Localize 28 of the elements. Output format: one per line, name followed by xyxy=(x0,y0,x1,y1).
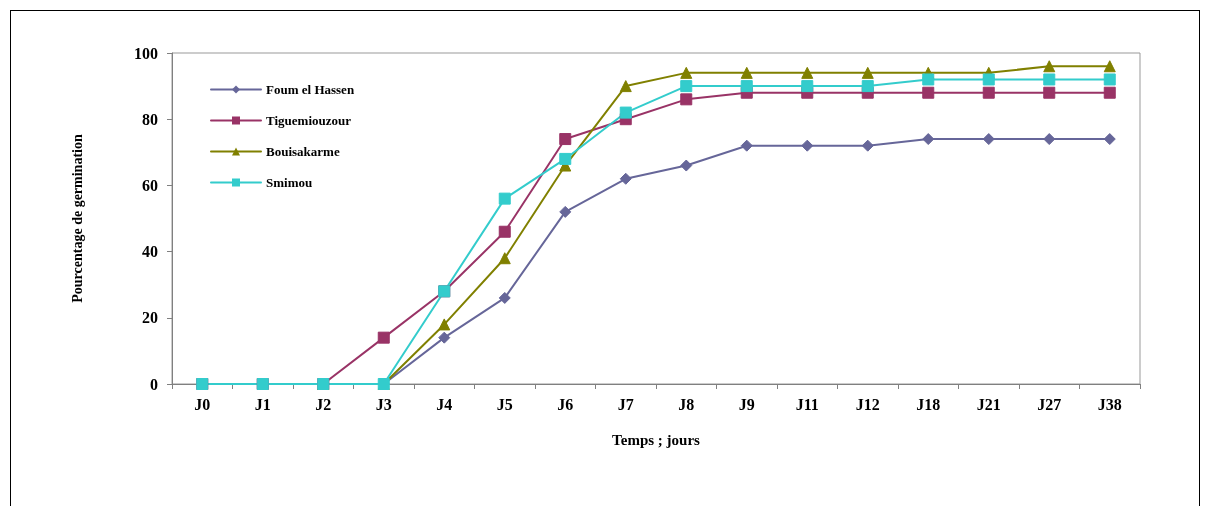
x-tick-label: J4 xyxy=(436,395,453,413)
x-tick-label: J9 xyxy=(738,395,755,413)
x-tick-label: J7 xyxy=(617,395,634,413)
x-tick-label: J38 xyxy=(1097,395,1122,413)
x-tick-label: J5 xyxy=(496,395,513,413)
x-tick-label: J3 xyxy=(375,395,392,413)
y-tick-label: 40 xyxy=(142,243,158,261)
x-axis-title: Temps ; jours xyxy=(612,431,701,448)
x-tick-label: J0 xyxy=(194,395,211,413)
y-tick-label: 80 xyxy=(142,110,158,128)
legend-label: Smimou xyxy=(266,175,313,190)
legend-label: Tiguemiouzour xyxy=(266,113,352,128)
y-tick-label: 20 xyxy=(142,309,158,327)
x-tick-label: J12 xyxy=(855,395,880,413)
x-tick-label: J8 xyxy=(678,395,695,413)
x-tick-label: J18 xyxy=(916,395,941,413)
legend-label: Bouisakarme xyxy=(266,144,340,159)
y-tick-label: 100 xyxy=(134,44,158,62)
y-tick-label: 60 xyxy=(142,176,158,194)
y-tick-label: 0 xyxy=(150,375,158,393)
x-tick-label: J21 xyxy=(976,395,1001,413)
x-tick-label: J6 xyxy=(557,395,574,413)
x-tick-label: J2 xyxy=(315,395,332,413)
x-tick-label: J1 xyxy=(254,395,271,413)
x-tick-label: J27 xyxy=(1037,395,1062,413)
legend-label: Foum el Hassen xyxy=(266,82,355,97)
x-tick-label: J11 xyxy=(795,395,819,413)
y-axis-title: Pourcentage de germination xyxy=(69,134,85,303)
